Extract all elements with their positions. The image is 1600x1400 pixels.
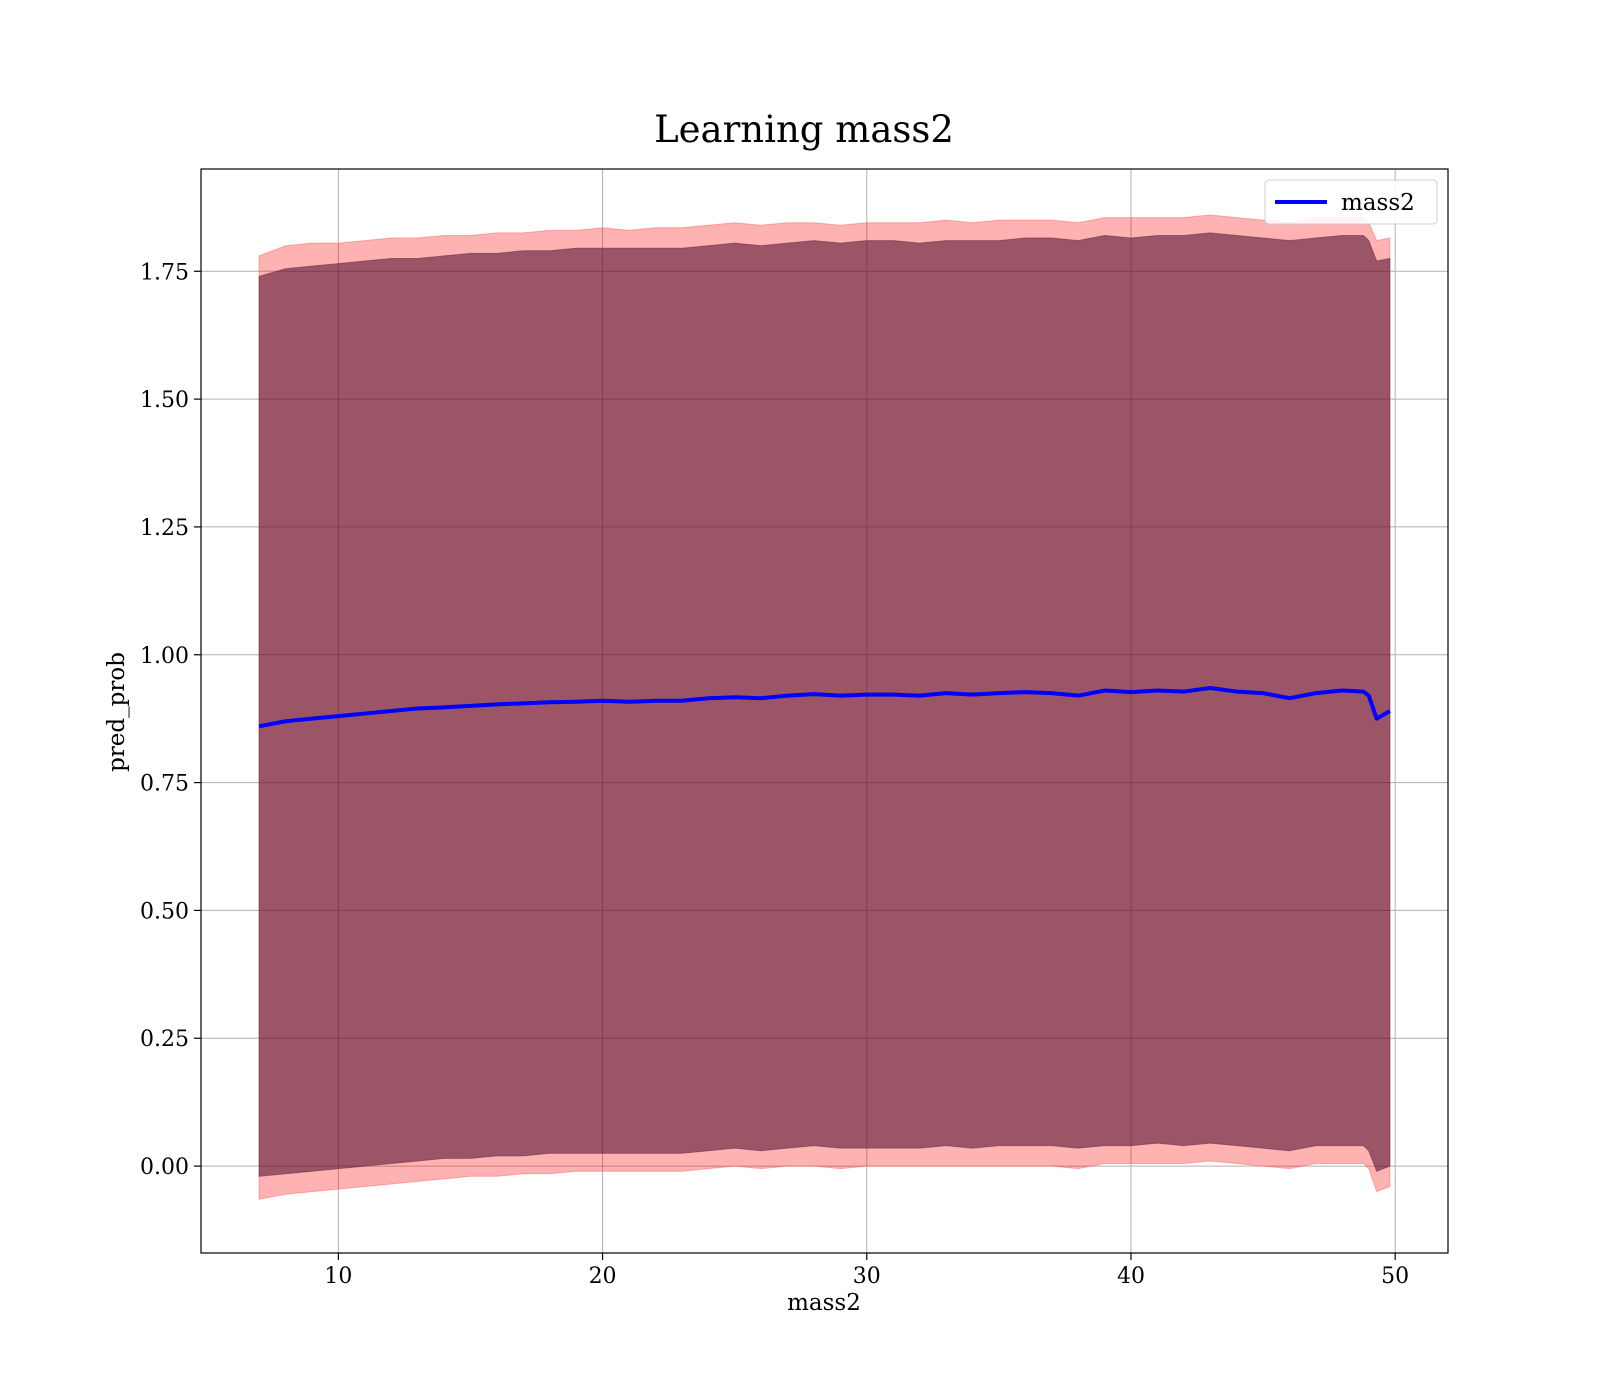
- legend-label-mass2: mass2: [1341, 190, 1415, 216]
- y-axis-label: pred_prob: [104, 652, 130, 772]
- x-tick-label-1: 20: [589, 1264, 617, 1289]
- series-line-mass2: [258, 685, 1391, 729]
- x-axis-label: mass2: [787, 1290, 861, 1316]
- inner-confidence-band: [258, 232, 1391, 1177]
- y-tick-label-7: 1.75: [140, 260, 189, 285]
- chart-title: Learning mass2: [654, 108, 954, 151]
- y-tick-label-2: 0.50: [140, 899, 189, 924]
- x-tick-label-4: 50: [1381, 1264, 1409, 1289]
- y-tick-label-4: 1.00: [140, 644, 189, 669]
- y-tick-label-5: 1.25: [140, 516, 189, 541]
- x-tick-label-0: 10: [324, 1264, 352, 1289]
- plot-area: 10 20 30 40 50 0.00 0.25 0.50 0.75 1.00 1.25 1.50 1.…: [140, 168, 1449, 1289]
- y-tick-label-1: 0.25: [140, 1027, 189, 1052]
- y-tick-label-6: 1.50: [140, 388, 189, 413]
- x-tick-label-3: 40: [1117, 1264, 1145, 1289]
- x-tick-label-2: 30: [853, 1264, 881, 1289]
- y-tick-label-3: 0.75: [140, 772, 189, 797]
- y-tick-label-0: 0.00: [140, 1155, 189, 1180]
- legend-box: [1264, 179, 1438, 225]
- axes-frame: [200, 168, 1449, 1254]
